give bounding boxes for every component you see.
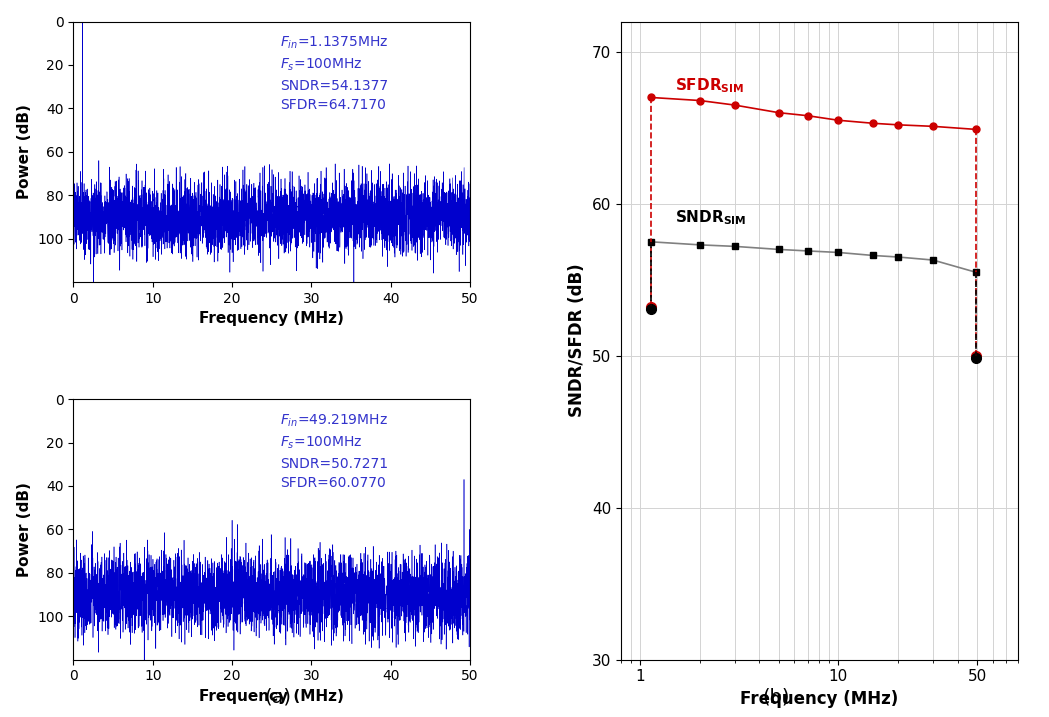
X-axis label: Frequency (MHz): Frequency (MHz) <box>740 690 898 708</box>
Text: $F_{in}$=1.1375MHz
$F_s$=100MHz
SNDR=54.1377
SFDR=64.7170: $F_{in}$=1.1375MHz $F_s$=100MHz SNDR=54.… <box>280 34 388 113</box>
X-axis label: Frequency (MHz): Frequency (MHz) <box>199 311 344 326</box>
Text: $F_{in}$=49.219MHz
$F_s$=100MHz
SNDR=50.7271
SFDR=60.0770: $F_{in}$=49.219MHz $F_s$=100MHz SNDR=50.… <box>280 412 388 490</box>
Y-axis label: Power (dB): Power (dB) <box>17 482 31 577</box>
Y-axis label: Power (dB): Power (dB) <box>17 104 31 199</box>
Y-axis label: SNDR/SFDR (dB): SNDR/SFDR (dB) <box>569 264 586 417</box>
Text: $\bf{SNDR_{SIM}}$: $\bf{SNDR_{SIM}}$ <box>675 208 747 227</box>
Text: $\bf{SFDR_{SIM}}$: $\bf{SFDR_{SIM}}$ <box>675 76 744 95</box>
Text: (b): (b) <box>763 688 790 707</box>
Text: (a): (a) <box>264 688 292 707</box>
X-axis label: Frequency (MHz): Frequency (MHz) <box>199 689 344 704</box>
